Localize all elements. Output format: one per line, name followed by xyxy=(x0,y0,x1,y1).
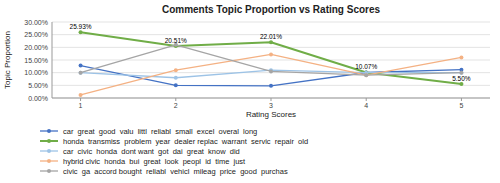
grid-line xyxy=(52,60,490,61)
point xyxy=(364,73,368,77)
point xyxy=(364,73,368,77)
x-tick-label: 4 xyxy=(364,102,368,109)
grid-line xyxy=(52,47,490,48)
x-tick-label: 5 xyxy=(459,102,463,109)
legend-marker xyxy=(47,159,51,163)
legend-swatch xyxy=(40,140,58,142)
point xyxy=(79,64,83,68)
y-tick-label: 25.00% xyxy=(24,31,48,38)
annotation: 10.07% xyxy=(355,63,377,70)
x-tick xyxy=(366,98,367,101)
x-tick-label: 1 xyxy=(79,102,83,109)
x-tick-label: 3 xyxy=(269,102,273,109)
point xyxy=(269,69,273,73)
point xyxy=(79,30,83,34)
legend-marker xyxy=(47,129,51,133)
x-tick xyxy=(175,98,176,101)
grid-line xyxy=(52,22,490,23)
y-tick-label: 20.00% xyxy=(24,44,48,51)
y-axis-line xyxy=(52,22,53,98)
point xyxy=(79,93,83,97)
y-tick-label: 5.00% xyxy=(28,82,48,89)
point xyxy=(79,71,83,75)
annotation: 22.01% xyxy=(260,33,282,40)
legend-marker xyxy=(47,149,51,153)
title: Comments Topic Proportion vs Rating Scor… xyxy=(162,4,381,15)
point xyxy=(459,55,463,59)
plot-area xyxy=(79,30,464,97)
point xyxy=(174,68,178,72)
legend-label: honda transmiss problem year dealer repl… xyxy=(63,137,308,146)
legend-marker xyxy=(47,169,51,173)
legend-label: civic ga accord bought reliabl vehicl mi… xyxy=(63,167,288,176)
point xyxy=(174,83,178,87)
legend-label: hybrid civic honda bui great look peopl … xyxy=(63,157,246,166)
x-tick xyxy=(271,98,272,101)
annotation: 20.51% xyxy=(165,37,187,44)
y-tick-label: 0.00% xyxy=(28,95,48,102)
point xyxy=(459,82,463,86)
point xyxy=(269,84,273,88)
y-tick-label: 15.00% xyxy=(24,57,48,64)
x-tick xyxy=(461,98,462,101)
legend-marker xyxy=(47,139,51,143)
legend: car great good valu littl reliabl small … xyxy=(40,127,308,176)
point xyxy=(269,52,273,56)
series-line xyxy=(81,45,462,75)
point xyxy=(174,76,178,80)
y-tick-label: 10.00% xyxy=(24,69,48,76)
point xyxy=(269,40,273,44)
x-axis-label: Rating Scores xyxy=(246,110,296,119)
chart: Comments Topic Proportion vs Rating Scor… xyxy=(0,0,500,183)
annotation: 5.50% xyxy=(452,75,471,82)
x-tick xyxy=(80,98,81,101)
annotation: 25.93% xyxy=(70,23,92,30)
point xyxy=(79,71,83,75)
series-line xyxy=(81,32,462,84)
legend-label: car civic honda dont want got dai great … xyxy=(63,147,240,156)
y-axis-label: Topic Proportion xyxy=(3,31,12,89)
legend-label: car great good valu littl reliabl small … xyxy=(63,127,257,136)
y-tick-label: 30.00% xyxy=(24,19,48,26)
x-tick-label: 2 xyxy=(174,102,178,109)
